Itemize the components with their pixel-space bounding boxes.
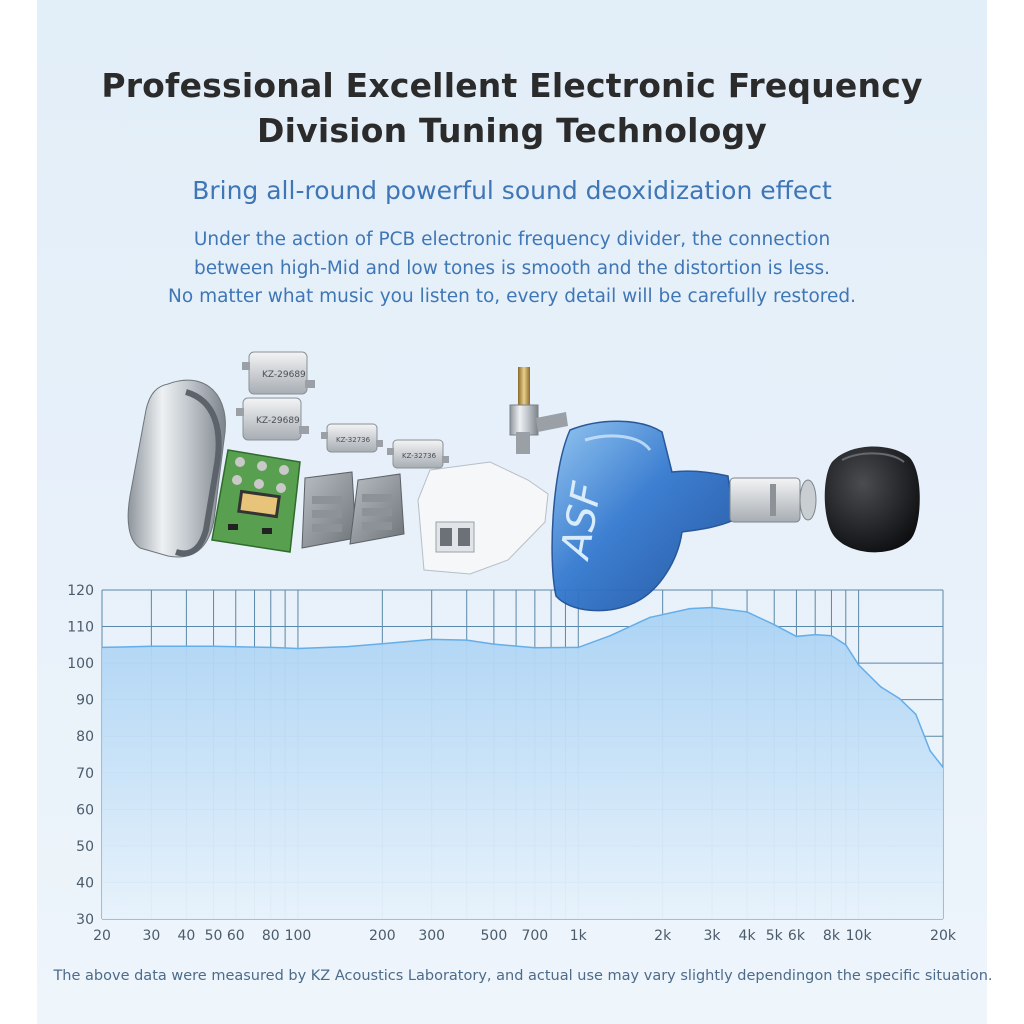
frequency-response-area bbox=[102, 607, 943, 919]
x-tick-label: 8k bbox=[823, 928, 841, 944]
curve-point bbox=[649, 616, 651, 619]
curve-point bbox=[150, 645, 153, 648]
x-tick-label: 200 bbox=[369, 928, 396, 944]
driver-label-3: KZ-32736 bbox=[336, 436, 371, 444]
driver-label-4: KZ-32736 bbox=[402, 452, 437, 460]
y-tick-label: 50 bbox=[76, 839, 94, 855]
curve-point bbox=[212, 645, 215, 648]
curve-point bbox=[493, 643, 495, 645]
curve-point bbox=[880, 686, 882, 688]
curve-point bbox=[830, 634, 833, 637]
curve-point bbox=[689, 607, 691, 610]
silicone-ear-tip bbox=[824, 446, 920, 553]
y-tick-label: 120 bbox=[67, 583, 94, 599]
x-tick-label: 60 bbox=[227, 928, 245, 944]
y-tick-label: 70 bbox=[76, 766, 94, 782]
curve-point bbox=[609, 634, 612, 637]
curve-point bbox=[346, 645, 349, 648]
curve-point bbox=[942, 766, 944, 769]
earphone-shell: ASF bbox=[551, 420, 735, 612]
x-tick-label: 100 bbox=[285, 928, 312, 944]
x-tick-label: 80 bbox=[262, 928, 280, 944]
balanced-armature-driver: KZ-32736 bbox=[321, 423, 383, 453]
x-tick-label: 700 bbox=[521, 928, 548, 944]
x-tick-label: 300 bbox=[418, 928, 445, 944]
x-tick-label: 10k bbox=[846, 928, 873, 944]
curve-point bbox=[430, 638, 433, 641]
curve-point bbox=[915, 713, 917, 716]
balanced-armature-driver: KZ-32736 bbox=[387, 439, 449, 469]
x-tick-label: 30 bbox=[142, 928, 160, 944]
y-tick-label: 40 bbox=[76, 875, 94, 891]
page-subtitle: Bring all-round powerful sound deoxidiza… bbox=[192, 176, 832, 205]
x-tick-label: 40 bbox=[177, 928, 195, 944]
description-line-1: Under the action of PCB electronic frequ… bbox=[193, 229, 831, 250]
x-tick-label: 3k bbox=[704, 928, 722, 944]
x-tick-label: 5k bbox=[766, 928, 784, 944]
curve-point bbox=[381, 642, 384, 645]
x-tick-label: 500 bbox=[481, 928, 508, 944]
driver-label-2: KZ-29689 bbox=[256, 416, 300, 426]
acoustic-block bbox=[301, 471, 357, 549]
curve-point bbox=[795, 635, 798, 638]
description-line-2: between high-Mid and low tones is smooth… bbox=[193, 258, 831, 279]
balanced-armature-driver: KZ-29689 bbox=[242, 351, 315, 395]
frequency-response-curve bbox=[101, 606, 944, 768]
curve-point bbox=[101, 646, 103, 649]
y-tick-label: 60 bbox=[76, 802, 94, 818]
page-title-line-1: Professional Excellent Electronic Freque… bbox=[101, 66, 923, 105]
curve-point bbox=[814, 633, 816, 636]
curve-point bbox=[269, 646, 272, 649]
y-tick-label: 30 bbox=[76, 912, 94, 928]
y-tick-label: 90 bbox=[76, 693, 94, 709]
pcb-board bbox=[211, 449, 301, 553]
driver-label-1: KZ-29689 bbox=[262, 370, 306, 380]
nozzle-housing bbox=[417, 461, 549, 575]
acoustic-block bbox=[349, 473, 405, 545]
x-tick-label: 20k bbox=[930, 928, 957, 944]
x-tick-label: 6k bbox=[788, 928, 806, 944]
curve-point bbox=[773, 623, 776, 626]
y-tick-label: 110 bbox=[67, 620, 94, 636]
balanced-armature-driver: KZ-29689 bbox=[236, 397, 309, 441]
curve-point bbox=[844, 644, 847, 646]
curve-point bbox=[577, 646, 580, 649]
curve-point bbox=[297, 647, 299, 650]
curve-point bbox=[929, 750, 931, 752]
page-title-line-2: Division Tuning Technology bbox=[257, 111, 767, 150]
curve-point bbox=[898, 697, 901, 700]
y-tick-label: 100 bbox=[67, 656, 94, 672]
x-tick-label: 20 bbox=[93, 928, 111, 944]
curve-point bbox=[465, 639, 468, 641]
x-tick-label: 1k bbox=[570, 928, 588, 944]
cable-connector-pin bbox=[509, 367, 568, 454]
curve-point bbox=[857, 664, 860, 666]
sound-nozzle bbox=[729, 477, 817, 523]
x-tick-label: 50 bbox=[205, 928, 223, 944]
x-tick-label: 4k bbox=[739, 928, 757, 944]
y-tick-label: 80 bbox=[76, 729, 94, 745]
curve-point bbox=[711, 606, 713, 609]
curve-point bbox=[534, 646, 536, 649]
measurement-footnote: The above data were measured by KZ Acous… bbox=[53, 968, 993, 984]
x-tick-label: 2k bbox=[654, 928, 672, 944]
curve-point bbox=[746, 611, 748, 613]
description-line-3: No matter what music you listen to, ever… bbox=[168, 286, 856, 307]
faceplate bbox=[127, 379, 226, 558]
